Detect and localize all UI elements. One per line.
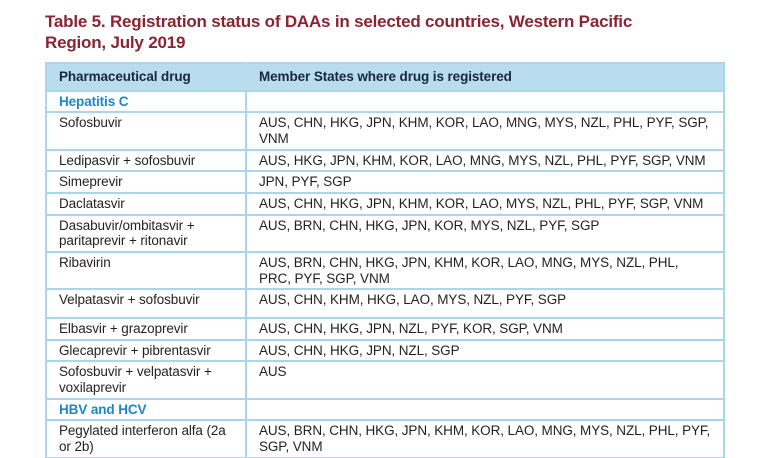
drug-cell: Ribavirin: [45, 251, 247, 291]
table-row: Sofosbuvir AUS, CHN, HKG, JPN, KHM, KOR,…: [45, 111, 725, 151]
countries-cell: AUS, BRN, CHN, HKG, JPN, KHM, KOR, LAO, …: [245, 419, 725, 458]
table-row: Velpatasvir + sofosbuvir AUS, CHN, KHM, …: [45, 288, 725, 320]
drug-cell: Simeprevir: [45, 170, 247, 195]
table-row: Elbasvir + grazoprevir AUS, CHN, HKG, JP…: [45, 317, 725, 341]
page: Table 5. Registration status of DAAs in …: [0, 11, 768, 458]
countries-cell: AUS: [245, 360, 725, 400]
drug-cell: Elbasvir + grazoprevir: [45, 317, 247, 341]
section-label: HBV and HCV: [45, 397, 247, 422]
section-row-hbv-and-hcv: HBV and HCV: [45, 397, 725, 422]
countries-cell: AUS, CHN, HKG, JPN, NZL, SGP: [245, 338, 725, 363]
table-title: Table 5. Registration status of DAAs in …: [45, 12, 633, 53]
section-label: Hepatitis C: [45, 89, 247, 114]
countries-cell: AUS, CHN, HKG, JPN, NZL, PYF, KOR, SGP, …: [245, 317, 725, 341]
table-row: Pegylated interferon alfa (2a or 2b) AUS…: [45, 419, 725, 458]
table-row: Glecaprevir + pibrentasvir AUS, CHN, HKG…: [45, 338, 725, 363]
drug-cell: Pegylated interferon alfa (2a or 2b): [45, 419, 247, 458]
registration-table: Pharmaceutical drug Member States where …: [45, 62, 725, 458]
countries-cell: AUS, CHN, HKG, JPN, KHM, KOR, LAO, MNG, …: [245, 111, 725, 151]
table-row: Daclatasvir AUS, CHN, HKG, JPN, KHM, KOR…: [45, 192, 725, 216]
table-row: Simeprevir JPN, PYF, SGP: [45, 170, 725, 195]
countries-cell: AUS, BRN, CHN, HKG, JPN, KOR, MYS, NZL, …: [245, 213, 725, 254]
drug-cell: Velpatasvir + sofosbuvir: [45, 288, 247, 320]
countries-cell: AUS, CHN, HKG, JPN, KHM, KOR, LAO, MYS, …: [245, 192, 725, 216]
countries-cell: AUS, BRN, CHN, HKG, JPN, KHM, KOR, LAO, …: [245, 251, 725, 291]
countries-cell: JPN, PYF, SGP: [245, 170, 725, 195]
column-header-countries: Member States where drug is registered: [245, 62, 725, 92]
table-row: Sofosbuvir + velpatasvir + voxilaprevir …: [45, 360, 725, 400]
table-row: Ribavirin AUS, BRN, CHN, HKG, JPN, KHM, …: [45, 251, 725, 291]
drug-cell: Daclatasvir: [45, 192, 247, 216]
section-row-hepatitis-c: Hepatitis C: [45, 89, 725, 114]
drug-cell: Sofosbuvir: [45, 111, 247, 151]
table-row: Dasabuvir/ombitasvir + paritaprevir + ri…: [45, 213, 725, 254]
section-empty-cell: [245, 89, 725, 114]
drug-cell: Glecaprevir + pibrentasvir: [45, 338, 247, 363]
table-row: Ledipasvir + sofosbuvir AUS, HKG, JPN, K…: [45, 148, 725, 173]
table-header-row: Pharmaceutical drug Member States where …: [45, 62, 725, 92]
drug-cell: Sofosbuvir + velpatasvir + voxilaprevir: [45, 360, 247, 400]
countries-cell: AUS, CHN, KHM, HKG, LAO, MYS, NZL, PYF, …: [245, 288, 725, 320]
drug-cell: Ledipasvir + sofosbuvir: [45, 148, 247, 173]
section-empty-cell: [245, 397, 725, 422]
countries-cell: AUS, HKG, JPN, KHM, KOR, LAO, MNG, MYS, …: [245, 148, 725, 173]
column-header-drug: Pharmaceutical drug: [45, 62, 247, 92]
drug-cell: Dasabuvir/ombitasvir + paritaprevir + ri…: [45, 213, 247, 254]
